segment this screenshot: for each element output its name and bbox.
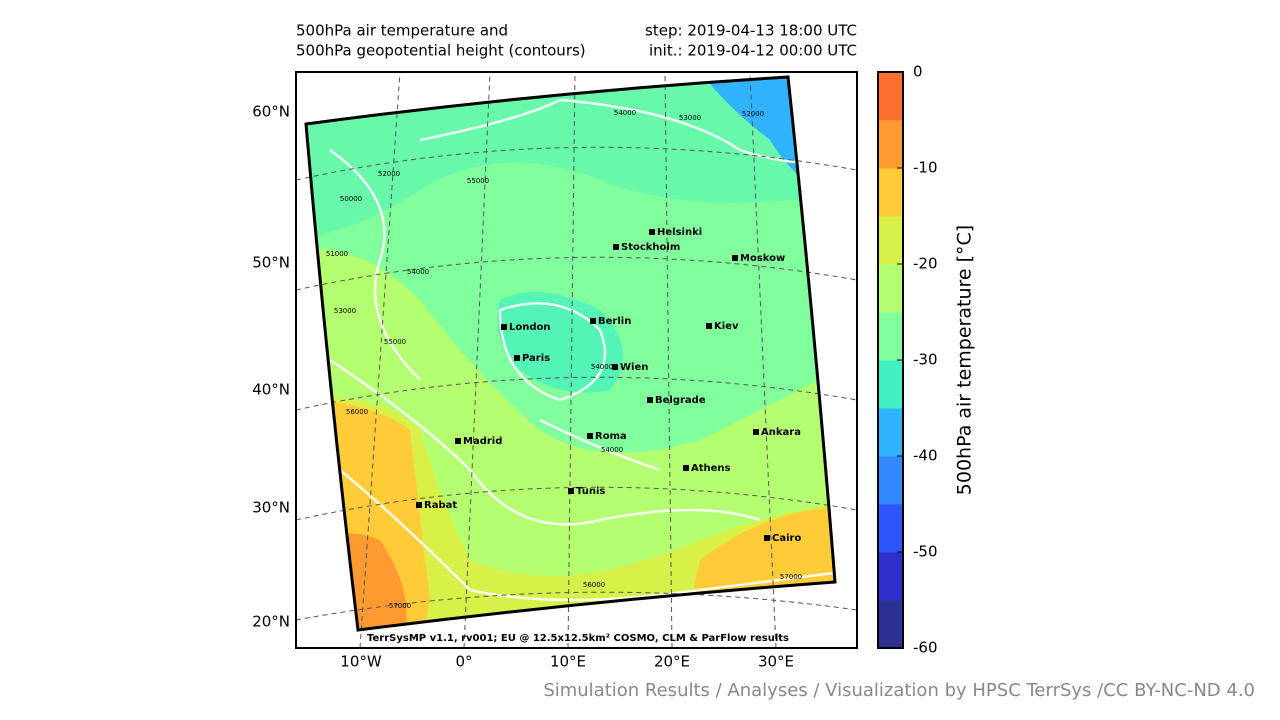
colorbar-band — [878, 216, 903, 265]
step: step: 2019-04-13 18:00 UTC — [645, 22, 857, 40]
city-marker — [455, 438, 461, 444]
city-marker — [416, 502, 422, 508]
lon-label: 10°E — [550, 653, 586, 671]
city-label: Cairo — [772, 533, 801, 544]
colorbar-tick-label: -30 — [913, 351, 938, 369]
city-marker — [501, 324, 507, 330]
contour-label: 57000 — [780, 573, 802, 581]
lon-label: 0° — [455, 653, 472, 671]
contour-label: 52000 — [742, 110, 764, 118]
city-marker — [706, 323, 712, 329]
city-label: Wien — [620, 362, 648, 373]
contour-label: 51000 — [326, 250, 348, 258]
city-marker — [649, 229, 655, 235]
contour-label: 54000 — [614, 109, 636, 117]
city-marker — [764, 535, 770, 541]
colorbar-band — [878, 552, 903, 601]
init: init.: 2019-04-12 00:00 UTC — [649, 42, 857, 60]
map-frame — [295, 71, 858, 649]
city-label: Berlin — [598, 316, 631, 327]
map: TerrSysMP v1.1, rv001; EU @ 12.5x12.5km²… — [295, 71, 858, 649]
city-label: Stockholm — [621, 242, 680, 253]
city-label: Madrid — [463, 436, 502, 447]
credit: Simulation Results / Analyses / Visualiz… — [543, 680, 1255, 701]
city-label: London — [509, 322, 551, 333]
colorbar-band — [878, 504, 903, 553]
colorbar-tick-label: 0 — [913, 63, 923, 81]
colorbar-band — [878, 600, 903, 649]
city-label: Roma — [595, 431, 627, 442]
colorbar-band — [878, 408, 903, 457]
city-marker — [647, 397, 653, 403]
graticule — [295, 71, 858, 649]
colorbar-label: 500hPa air temperature [°C] — [954, 225, 976, 495]
contour-label: 56000 — [346, 408, 368, 416]
city-marker — [753, 429, 759, 435]
contour-label: 53000 — [334, 307, 356, 315]
colorbar-tick-label: -50 — [913, 543, 938, 561]
city-marker — [514, 355, 520, 361]
contour-label: 54000 — [591, 363, 613, 371]
colorbar-tick-label: -10 — [913, 159, 938, 177]
city-marker — [683, 465, 689, 471]
lon-label: 20°E — [654, 653, 690, 671]
city-marker — [613, 244, 619, 250]
colorbar-band — [878, 120, 903, 169]
lat-label: 50°N — [252, 254, 290, 272]
city-label: Paris — [522, 353, 550, 364]
colorbar-tick-label: -20 — [913, 255, 938, 273]
city-label: Helsinki — [657, 227, 702, 238]
lat-label: 40°N — [252, 381, 290, 399]
lat-label: 20°N — [252, 613, 290, 631]
city-label: Tunis — [576, 486, 605, 497]
lon-label: 30°E — [758, 653, 794, 671]
title-line: 500hPa air temperature and — [296, 22, 508, 40]
city-marker — [590, 318, 596, 324]
lat-label: 30°N — [252, 499, 290, 517]
colorbar-band — [878, 72, 903, 121]
city-marker — [587, 433, 593, 439]
city-label: Ankara — [761, 427, 801, 438]
lat-label: 60°N — [252, 103, 290, 121]
contour-label: 54000 — [601, 446, 623, 454]
colorbar-tick-label: -40 — [913, 447, 938, 465]
colorbar-tick-label: -60 — [913, 639, 938, 657]
contour-label: 53000 — [679, 114, 701, 122]
contour-label: 57000 — [389, 602, 411, 610]
contour-label: 56000 — [583, 581, 605, 589]
colorbar-band — [878, 360, 903, 409]
colorbar-band — [878, 168, 903, 217]
map-footer: TerrSysMP v1.1, rv001; EU @ 12.5x12.5km²… — [367, 633, 789, 644]
contour-label: 50000 — [340, 195, 362, 203]
contour-label: 55000 — [467, 177, 489, 185]
city-label: Moskow — [740, 253, 785, 264]
city-label: Belgrade — [655, 395, 706, 406]
city-label: Athens — [691, 463, 731, 474]
contour-label: 52000 — [378, 170, 400, 178]
domain-outline — [304, 75, 837, 632]
city-label: Kiev — [714, 321, 739, 332]
city-marker — [612, 364, 618, 370]
contour-label: 55000 — [384, 338, 406, 346]
colorbar-band — [878, 264, 903, 313]
colorbar-band — [878, 456, 903, 505]
contour-label: 54000 — [407, 268, 429, 276]
city-marker — [568, 488, 574, 494]
city-marker — [732, 255, 738, 261]
colorbar-band — [878, 312, 903, 361]
title-line: 500hPa geopotential height (contours) — [296, 42, 586, 60]
city-label: Rabat — [424, 500, 457, 511]
lon-label: 10°W — [340, 653, 382, 671]
